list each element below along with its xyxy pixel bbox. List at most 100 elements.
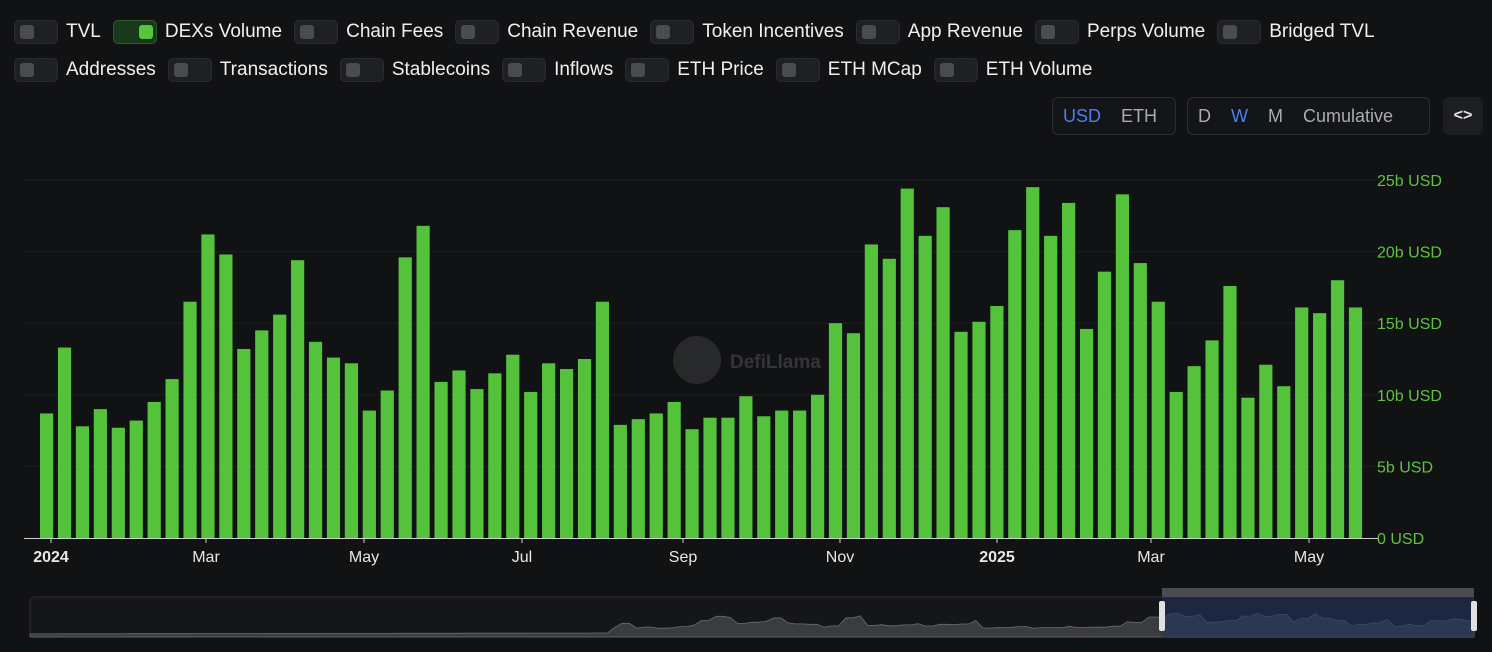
toggle-switch[interactable]	[14, 58, 58, 82]
bar[interactable]	[703, 417, 717, 538]
bar[interactable]	[1277, 386, 1291, 538]
bar[interactable]	[649, 413, 663, 538]
bar[interactable]	[1151, 301, 1165, 538]
toggle-switch[interactable]	[1217, 20, 1262, 44]
bar[interactable]	[488, 373, 502, 538]
bar[interactable]	[631, 419, 645, 538]
toggle-transactions[interactable]: Transactions	[167, 58, 328, 82]
time-range-brush[interactable]	[0, 585, 1492, 645]
bar[interactable]	[1330, 280, 1345, 538]
brush-drag-bar[interactable]	[1162, 588, 1474, 597]
toggle-bridged-tvl[interactable]: Bridged TVL	[1217, 20, 1375, 44]
bar[interactable]	[1313, 313, 1327, 538]
period-cumulative[interactable]: Cumulative	[1303, 105, 1394, 126]
bar[interactable]	[577, 359, 592, 538]
toggle-switch[interactable]	[339, 58, 384, 82]
bar[interactable]	[524, 391, 538, 538]
bar[interactable]	[1008, 230, 1022, 538]
bar[interactable]	[273, 314, 287, 538]
toggle-tvl[interactable]: TVL	[14, 20, 101, 44]
bar[interactable]	[201, 234, 215, 538]
toggle-switch[interactable]	[1034, 20, 1079, 44]
bar[interactable]	[900, 188, 914, 539]
bar[interactable]	[757, 416, 771, 538]
bar[interactable]	[1187, 366, 1201, 538]
bar[interactable]	[75, 426, 90, 538]
bar[interactable]	[57, 347, 72, 538]
toggle-inflows[interactable]: Inflows	[502, 58, 613, 82]
bar[interactable]	[1169, 391, 1183, 538]
bar[interactable]	[739, 396, 753, 538]
toggle-switch[interactable]	[167, 58, 212, 82]
toggle-switch[interactable]	[775, 58, 820, 82]
toggle-stablecoins[interactable]: Stablecoins	[339, 58, 490, 82]
bar[interactable]	[1097, 271, 1112, 538]
embed-code-button[interactable]: <>	[1443, 97, 1483, 135]
period-weekly[interactable]: W	[1231, 105, 1248, 126]
bar[interactable]	[828, 323, 843, 538]
bar[interactable]	[111, 427, 125, 538]
bar[interactable]	[291, 260, 305, 538]
bar[interactable]	[918, 235, 932, 538]
currency-usd[interactable]: USD	[1063, 105, 1102, 126]
bar[interactable]	[308, 341, 323, 538]
toggle-dexs-volume[interactable]: DEXs Volume	[112, 20, 282, 44]
brush-selection[interactable]	[1162, 597, 1474, 637]
toggle-switch[interactable]	[933, 58, 978, 82]
bar[interactable]	[542, 363, 556, 538]
bar[interactable]	[685, 429, 699, 538]
brush-handle-left[interactable]	[1159, 601, 1165, 631]
bar[interactable]	[882, 258, 896, 538]
period-daily[interactable]: D	[1198, 105, 1211, 126]
bar[interactable]	[165, 379, 179, 538]
bar[interactable]	[1079, 328, 1094, 538]
toggle-chain-fees[interactable]: Chain Fees	[294, 20, 443, 44]
bar[interactable]	[793, 410, 807, 538]
toggle-eth-volume[interactable]: ETH Volume	[933, 58, 1092, 82]
toggle-chain-revenue[interactable]: Chain Revenue	[455, 20, 638, 44]
toggle-addresses[interactable]: Addresses	[14, 58, 156, 82]
bar[interactable]	[1062, 202, 1076, 539]
bar[interactable]	[1205, 340, 1219, 538]
toggle-token-incentives[interactable]: Token Incentives	[650, 20, 844, 44]
bar[interactable]	[972, 321, 986, 538]
bar[interactable]	[559, 369, 574, 538]
bar[interactable]	[326, 357, 341, 538]
toggle-app-revenue[interactable]: App Revenue	[855, 20, 1023, 44]
bar[interactable]	[1259, 364, 1273, 538]
bar[interactable]	[398, 257, 412, 538]
bar[interactable]	[775, 410, 789, 538]
toggle-perps-volume[interactable]: Perps Volume	[1034, 20, 1205, 44]
bar[interactable]	[237, 348, 251, 538]
bar[interactable]	[721, 417, 735, 538]
toggle-switch[interactable]	[502, 58, 547, 82]
bar[interactable]	[1133, 263, 1147, 538]
bar[interactable]	[990, 306, 1004, 538]
toggle-switch[interactable]	[294, 20, 339, 44]
bar[interactable]	[1295, 307, 1309, 538]
bar[interactable]	[1223, 285, 1237, 538]
bar[interactable]	[129, 420, 143, 538]
bar[interactable]	[667, 401, 681, 538]
bar[interactable]	[344, 363, 359, 538]
bar[interactable]	[452, 370, 466, 538]
period-monthly[interactable]: M	[1268, 105, 1283, 126]
bar[interactable]	[183, 301, 197, 538]
bar[interactable]	[1044, 235, 1058, 538]
bar[interactable]	[380, 390, 394, 538]
bar[interactable]	[810, 394, 825, 538]
bar[interactable]	[846, 333, 861, 538]
toggle-switch[interactable]	[112, 20, 157, 44]
toggle-switch[interactable]	[625, 58, 670, 82]
bar[interactable]	[93, 409, 107, 538]
bar[interactable]	[362, 410, 376, 538]
bar[interactable]	[506, 354, 520, 538]
bar[interactable]	[416, 225, 430, 538]
currency-eth[interactable]: ETH	[1121, 105, 1158, 126]
bar[interactable]	[864, 244, 878, 538]
bar[interactable]	[1348, 307, 1363, 538]
bar[interactable]	[954, 331, 968, 538]
bar[interactable]	[613, 424, 627, 538]
bar[interactable]	[255, 330, 269, 538]
bar[interactable]	[219, 254, 233, 538]
